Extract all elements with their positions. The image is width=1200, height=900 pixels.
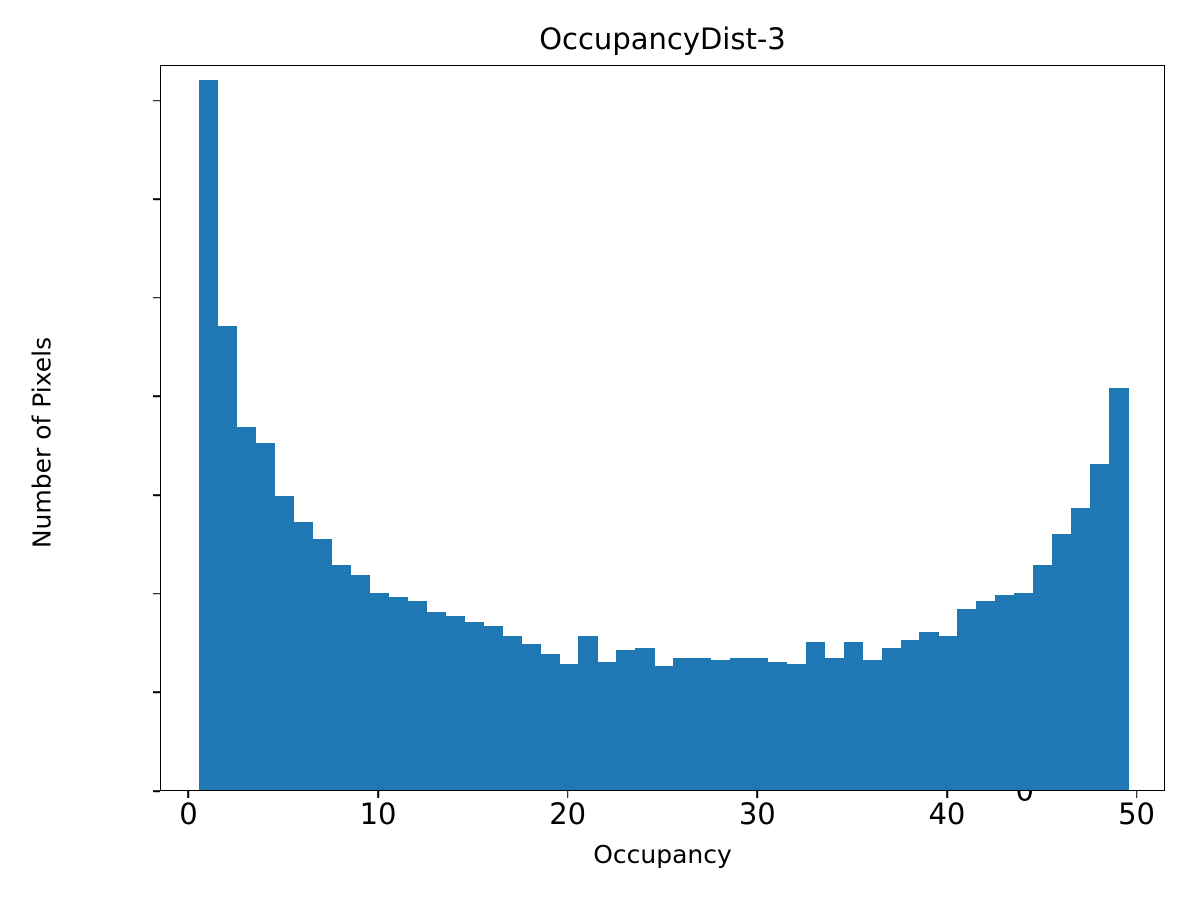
histogram-bar	[824, 657, 845, 790]
histogram-bar	[843, 642, 864, 790]
histogram-bar	[976, 600, 996, 790]
histogram-bar	[1033, 565, 1053, 790]
y-tick-mark	[153, 198, 160, 200]
histogram-bar	[900, 640, 921, 790]
y-tick-mark	[153, 790, 160, 792]
histogram-bar	[331, 565, 352, 790]
histogram-bar	[407, 600, 428, 790]
histogram-bar	[919, 632, 940, 790]
histogram-bar	[312, 539, 333, 790]
histogram-bar	[369, 592, 390, 790]
histogram-bar	[540, 653, 560, 790]
histogram-bar	[388, 596, 409, 790]
histogram-bar	[691, 657, 712, 790]
histogram-bar	[995, 594, 1015, 790]
y-tick-mark	[153, 691, 160, 694]
histogram-bar	[957, 608, 977, 790]
x-tick-label: 50	[1118, 797, 1155, 831]
x-tick-mark	[377, 791, 379, 798]
x-tick-mark	[946, 791, 948, 798]
histogram-bar	[1052, 533, 1072, 790]
histogram-bar	[236, 427, 257, 790]
histogram-bar	[1090, 464, 1110, 790]
histogram-bar	[274, 496, 295, 790]
histogram-bar	[862, 659, 883, 790]
histogram-bar	[521, 644, 541, 790]
histogram-bars	[161, 66, 1164, 790]
histogram-bar	[464, 622, 484, 790]
histogram-bar	[350, 574, 371, 790]
histogram-bar	[767, 661, 788, 790]
x-tick-label: 10	[359, 797, 397, 831]
y-tick-mark	[153, 592, 160, 595]
histogram-bar	[483, 626, 503, 790]
x-tick-label: 0	[179, 797, 198, 831]
histogram-bar	[255, 442, 276, 790]
histogram-bar	[1109, 387, 1129, 790]
y-tick-mark	[153, 395, 160, 398]
histogram-bar	[445, 616, 465, 790]
y-tick-mark	[153, 494, 160, 496]
plot-axes-frame	[160, 65, 1165, 791]
histogram-bar	[426, 612, 447, 790]
histogram-bar	[748, 657, 769, 790]
x-tick-label: 20	[549, 797, 587, 831]
x-tick-label: 40	[928, 797, 966, 831]
histogram-bar	[710, 659, 731, 790]
histogram-bar	[1071, 507, 1091, 790]
y-tick-mark	[153, 296, 160, 299]
histogram-bar	[578, 636, 598, 790]
x-tick-mark	[187, 791, 190, 798]
page-title: OccupancyDist-3	[539, 22, 786, 56]
y-tick-mark	[153, 99, 160, 102]
histogram-bar	[502, 636, 522, 790]
histogram-bar	[881, 647, 902, 790]
x-tick-mark	[1135, 791, 1138, 798]
histogram-bar	[559, 663, 579, 790]
x-tick-mark	[566, 791, 569, 798]
histogram-bar	[805, 642, 826, 790]
x-axis-label: Occupancy	[593, 840, 732, 869]
histogram-bar	[597, 661, 617, 790]
histogram-bar	[293, 521, 314, 790]
histogram-bar	[786, 663, 807, 790]
histogram-bar	[635, 647, 655, 790]
histogram-bar	[217, 326, 238, 790]
x-tick-mark	[756, 791, 759, 798]
x-tick-label: 30	[738, 797, 776, 831]
histogram-bar	[1014, 592, 1034, 790]
histogram-bar	[616, 649, 636, 790]
y-axis-label: Number of Pixels	[27, 336, 57, 549]
histogram-bar	[654, 665, 674, 790]
histogram-bar	[729, 657, 750, 790]
histogram-bar	[672, 657, 693, 790]
histogram-bar	[198, 79, 219, 790]
histogram-bar	[938, 636, 958, 790]
